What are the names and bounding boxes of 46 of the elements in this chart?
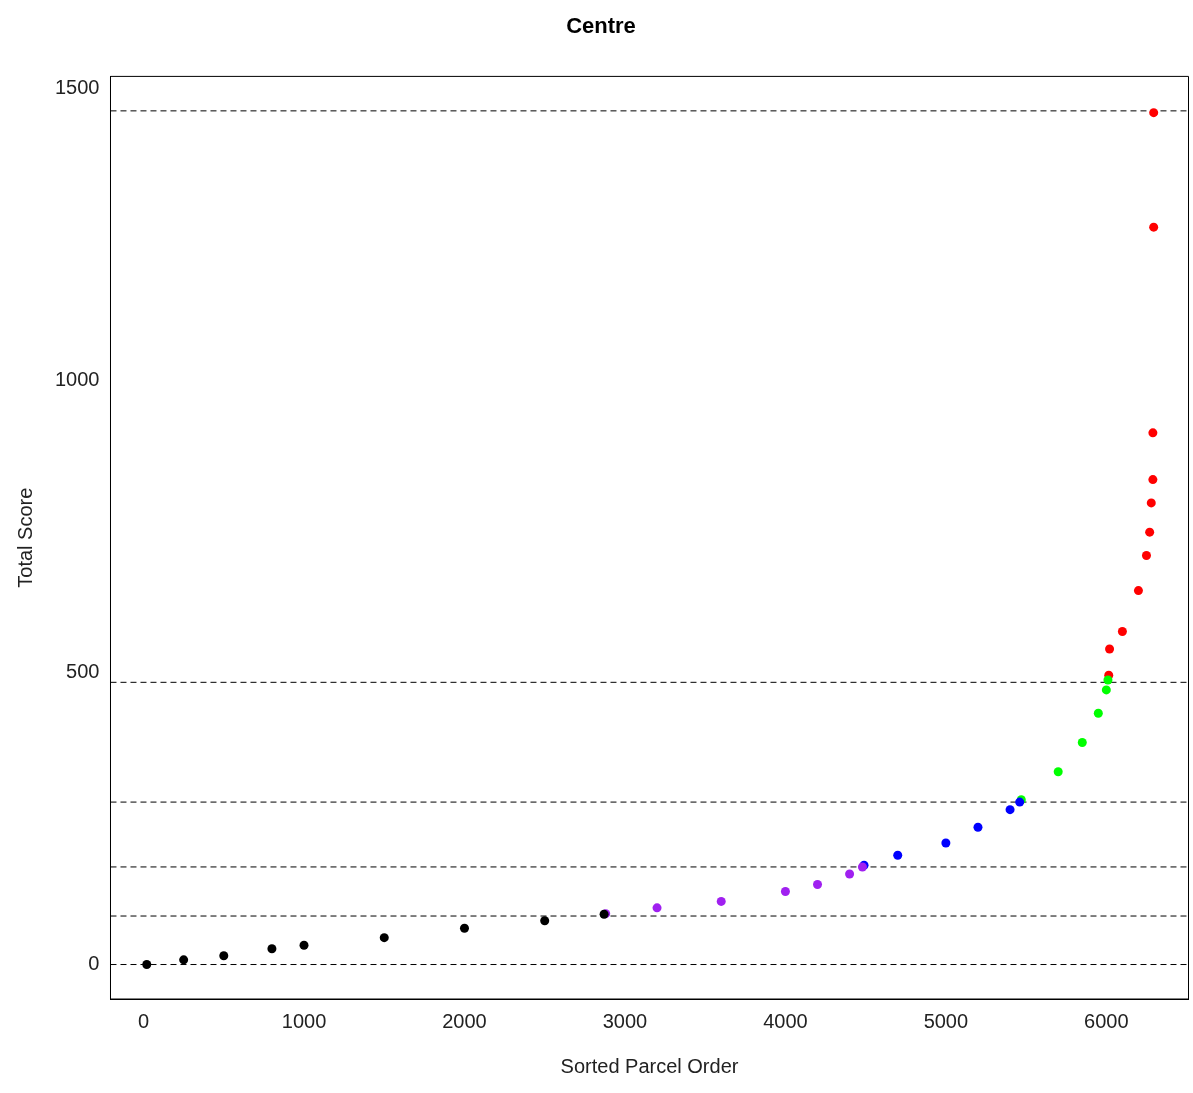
x-tick-label: 2000 [442,1009,487,1032]
point [1101,685,1111,695]
point [379,933,389,943]
point [1077,738,1087,747]
point [179,955,189,965]
point [1149,222,1159,232]
point [941,838,951,848]
point [1145,527,1155,537]
point [142,960,152,970]
x-tick-label: 5000 [923,1009,969,1032]
x-tick-label: 4000 [763,1009,808,1032]
x-tick-label: 3000 [602,1009,648,1032]
point [1146,498,1156,508]
y-tick-label: 0 [88,952,100,975]
point [540,916,550,926]
point [652,903,662,913]
point [716,896,726,906]
chart-title: Centre [566,13,636,39]
point [1141,551,1151,561]
point [299,940,309,950]
x-axis-title: Sorted Parcel Order [560,1054,739,1077]
point [1133,586,1143,596]
x-tick-label: 6000 [1084,1009,1129,1032]
y-tick-label: 1000 [54,367,100,390]
point [459,923,469,933]
x-tick-label: 0 [137,1009,150,1032]
point [1148,428,1158,438]
point [845,869,855,879]
point [813,879,822,889]
point [1093,708,1103,718]
point [1103,675,1113,685]
point [1053,767,1063,777]
point [780,886,790,896]
point [1005,805,1015,815]
point [1148,475,1158,485]
point [1105,644,1115,654]
point [893,850,903,860]
point [973,822,983,832]
y-tick-label: 1500 [54,75,100,98]
y-axis-title: Total Score [13,487,36,588]
x-tick-label: 1000 [281,1009,327,1032]
point [1149,108,1159,118]
point [267,944,277,954]
point [1117,626,1127,636]
y-tick-label: 500 [66,659,100,682]
point [219,951,229,961]
